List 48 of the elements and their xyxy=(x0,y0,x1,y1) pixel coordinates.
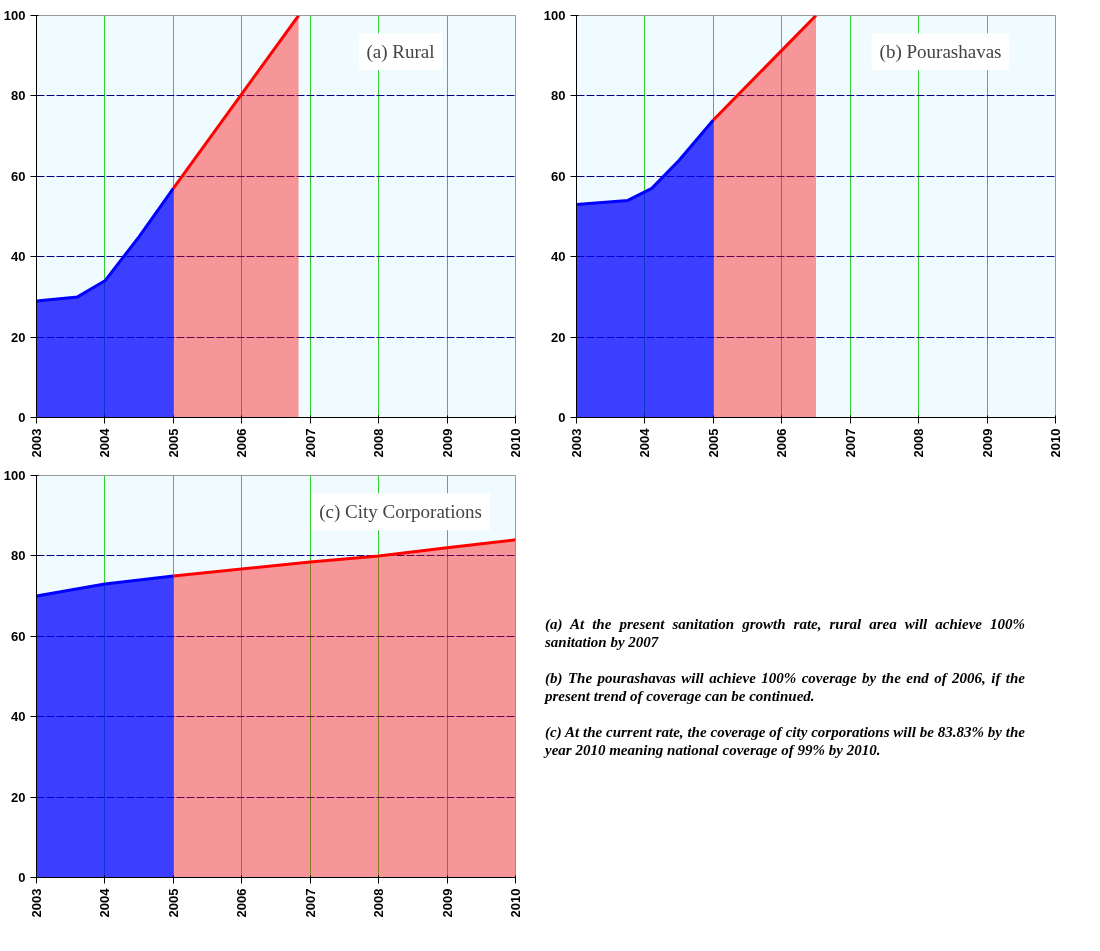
text: (a) At the present sanitation growth rate, rural area will achieve 100% sanitation by 2007 xyxy=(545,615,1025,651)
x-tick-label: 2010 xyxy=(1048,428,1063,458)
x-tick-label: 2005 xyxy=(165,428,181,458)
text: (c) At the current rate, the coverage of city corporations will be 83.83% by the year 2010 meaning national coverage of 99% by 2010. xyxy=(545,723,1025,759)
x-tick-label: 2003 xyxy=(29,428,44,458)
x-tick-label: 2005 xyxy=(165,888,181,918)
x-tick-label: 2008 xyxy=(371,428,387,458)
x-tick-label: 2007 xyxy=(842,428,858,458)
x-tick-label: 2006 xyxy=(774,428,790,458)
x-tick-label: 2009 xyxy=(439,888,455,918)
text: (b) The pourashavas will achieve 100% coverage by the end of 2006, if the present trend of coverage can be continued. xyxy=(545,669,1025,705)
y-tick-label: 0 xyxy=(18,870,26,885)
x-tick-label: 2009 xyxy=(439,428,455,458)
y-tick-label: 100 xyxy=(3,8,26,23)
y-tick-label: 100 xyxy=(543,8,566,23)
y-tick-label: 80 xyxy=(11,548,26,564)
x-tick-label: 2007 xyxy=(302,428,318,458)
x-tick-label: 2004 xyxy=(637,427,653,458)
x-tick-label: 2006 xyxy=(234,428,250,458)
x-tick-label: 2010 xyxy=(508,428,523,458)
y-tick-label: 20 xyxy=(11,329,26,345)
y-tick-label: 100 xyxy=(3,468,26,483)
y-tick-label: 60 xyxy=(551,168,566,184)
x-tick-label: 2007 xyxy=(302,888,318,918)
x-tick-label: 2005 xyxy=(705,428,721,458)
y-tick-label: 80 xyxy=(11,88,26,104)
y-tick-label: 40 xyxy=(551,249,566,265)
x-tick-label: 2008 xyxy=(911,428,927,458)
x-tick-label: 2004 xyxy=(97,887,113,918)
x-tick-label: 2010 xyxy=(508,888,523,918)
text: (c) City Corporations xyxy=(319,501,482,524)
x-tick-label: 2009 xyxy=(979,428,995,458)
y-tick-label: 20 xyxy=(11,789,26,805)
y-tick-label: 60 xyxy=(11,628,26,644)
y-tick-label: 40 xyxy=(11,709,26,725)
x-tick-label: 2006 xyxy=(234,888,250,918)
x-tick-label: 2003 xyxy=(29,888,44,918)
y-tick-label: 80 xyxy=(551,88,566,104)
y-tick-label: 0 xyxy=(18,410,26,425)
y-tick-label: 40 xyxy=(11,249,26,265)
y-tick-label: 0 xyxy=(558,410,566,425)
x-tick-label: 2003 xyxy=(569,428,584,458)
y-tick-label: 60 xyxy=(11,168,26,184)
y-tick-label: 20 xyxy=(551,329,566,345)
x-tick-label: 2004 xyxy=(97,427,113,458)
text: (a) Rural xyxy=(366,41,435,64)
text: (b) Pourashavas xyxy=(879,41,1002,64)
x-tick-label: 2008 xyxy=(371,888,387,918)
